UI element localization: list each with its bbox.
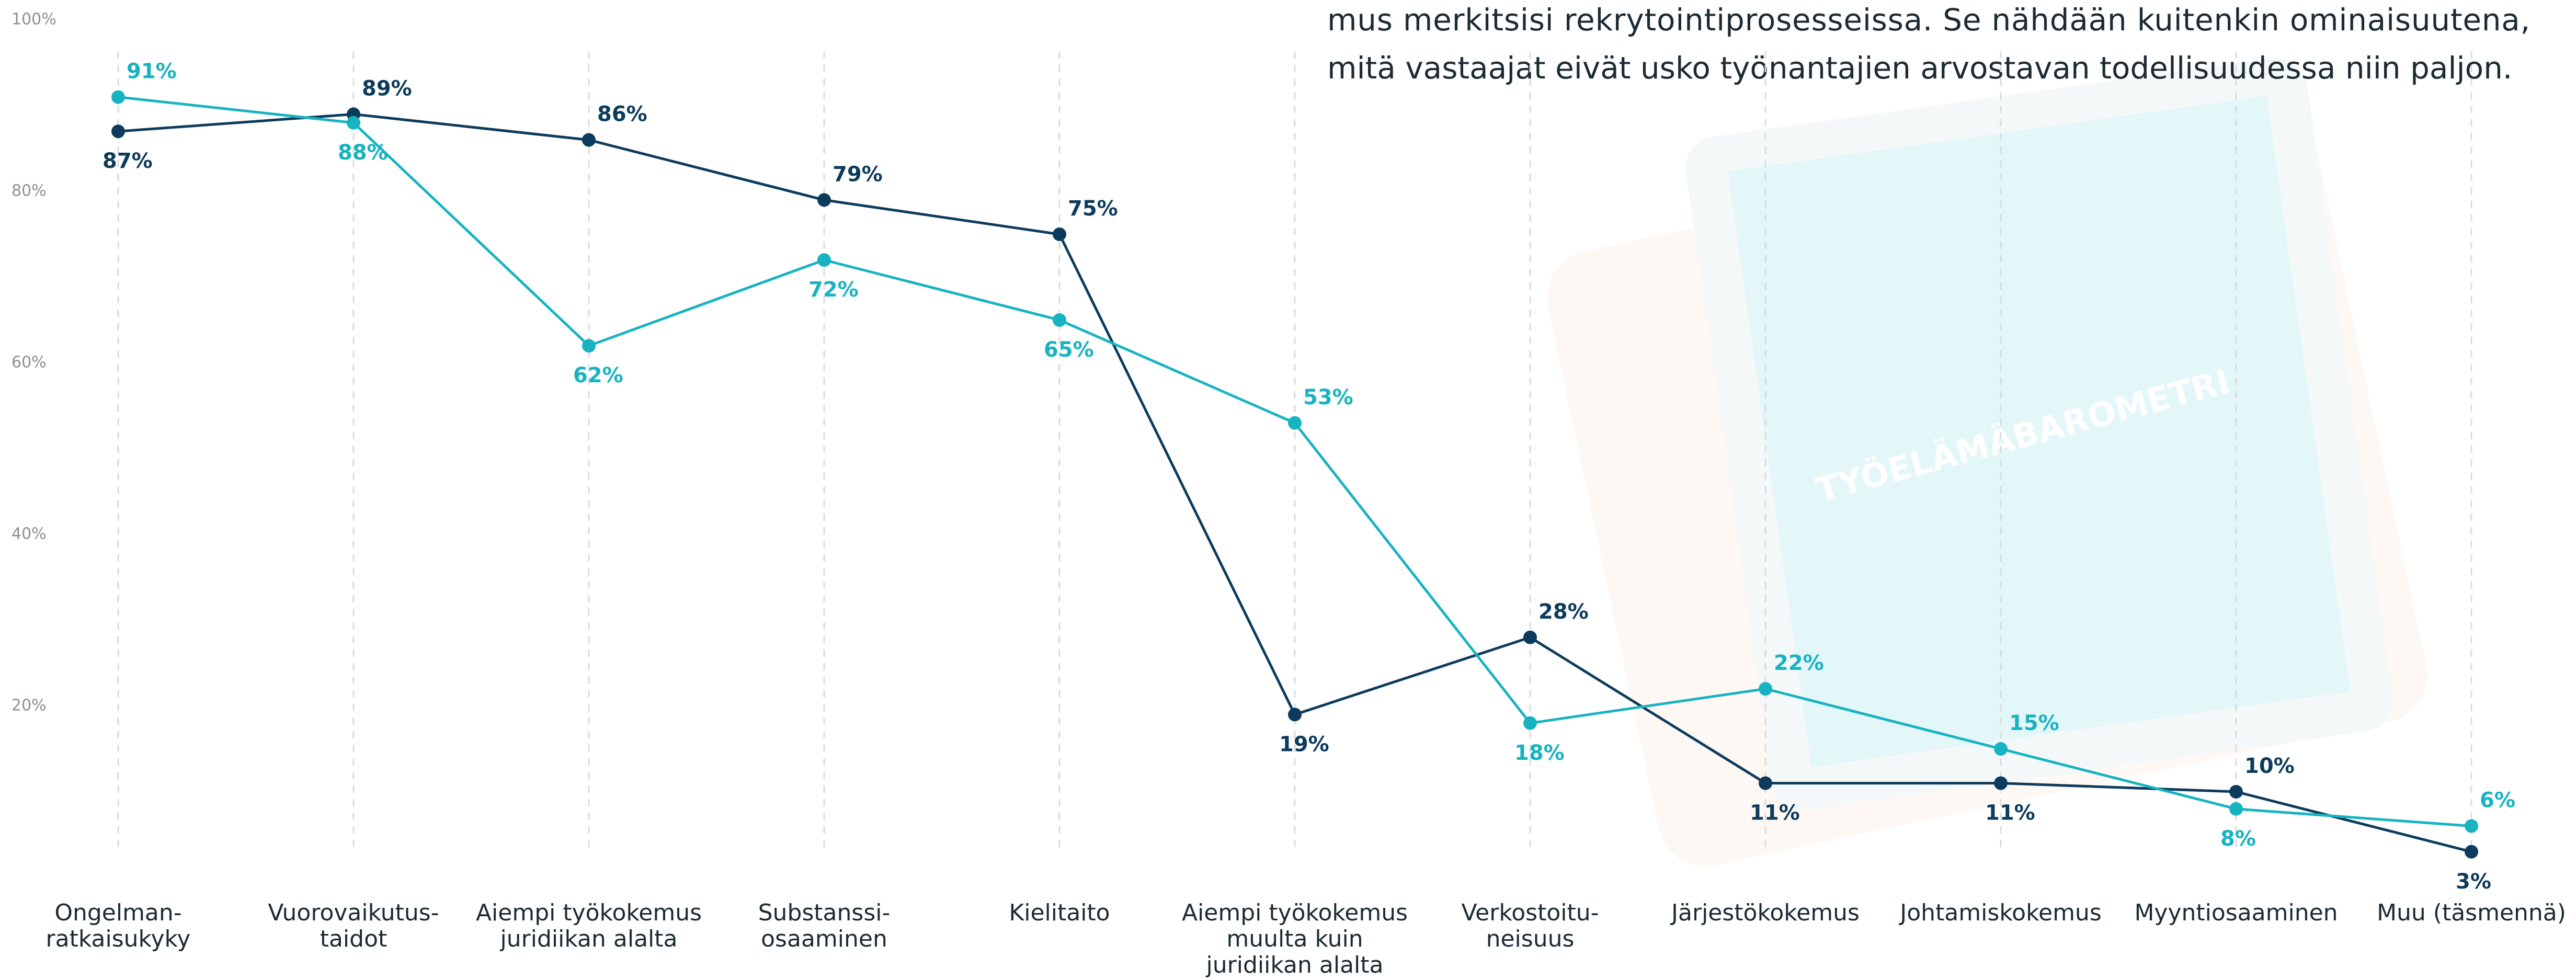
x-tick-label-line: Vuorovaikutus- [268,899,439,926]
value-label: 10% [2244,754,2295,778]
x-tick-label-line: muulta kuin [1226,926,1363,952]
data-point [817,253,831,267]
x-tick-label-line: neisuus [1486,926,1575,952]
data-point [817,193,831,207]
x-tick-label: Järjestökokemus [1670,899,1860,926]
x-tick-label-line: juridiikan alalta [500,926,678,952]
value-label: 15% [2009,711,2059,735]
data-point [582,133,596,147]
y-tick-label: 80% [12,182,47,200]
data-point [1759,777,1772,790]
y-tick-label: 60% [12,354,47,372]
x-tick-label-line: Aiempi työkokemus [476,899,702,926]
data-point [1523,631,1537,644]
data-point [2229,785,2243,799]
x-tick-label-line: taidot [320,926,387,952]
annotation-line: mitä vastaajat eivät usko työnantajien a… [1327,50,2512,86]
chart: TYÖELÄMÄBAROMETRI mus merkitsisi rekryto… [0,0,2576,980]
x-tick-label: Muu (täsmennä) [2377,899,2566,926]
x-tick-label: Johtamiskokemus [1898,899,2102,926]
data-point [1994,777,2008,790]
data-point [1053,227,1066,241]
value-label: 28% [1538,600,1589,624]
data-point [2465,845,2478,859]
x-tick-label: Substanssi-osaaminen [758,899,891,952]
x-tick-label-line: Aiempi työkokemus [1182,899,1408,926]
value-label: 3% [2456,870,2491,894]
x-tick-label: Myyntiosaaminen [2134,899,2338,926]
value-label: 88% [338,141,388,165]
data-point [582,339,596,352]
x-tick-label-line: Verkostoitu- [1461,899,1599,926]
value-label: 62% [573,363,623,388]
data-point [347,116,360,130]
x-tick-label: Vuorovaikutus-taidot [268,899,439,952]
x-tick-label-line: ratkaisukyky [46,926,191,952]
y-tick-label: 40% [12,525,47,543]
data-point [2465,819,2478,833]
data-point [1288,416,1302,430]
annotation-line: mus merkitsisi rekrytointiprosesseissa. … [1327,2,2530,38]
value-label: 53% [1303,385,1353,409]
data-point [111,90,125,104]
value-label: 19% [1279,732,1329,756]
x-tick-label-line: Järjestökokemus [1670,899,1860,926]
x-tick-label-line: Substanssi- [758,899,891,926]
value-label: 86% [597,102,647,127]
x-tick-label-line: Muu (täsmennä) [2377,899,2566,926]
x-tick-label-line: Ongelman- [54,899,181,926]
data-point [1053,313,1066,327]
x-tick-label: Ongelman-ratkaisukyky [46,899,191,952]
value-label: 18% [1514,741,1565,765]
value-label: 87% [102,149,153,173]
x-tick-label: Verkostoitu-neisuus [1461,899,1599,952]
value-label: 72% [808,278,859,302]
value-label: 65% [1044,338,1094,362]
value-label: 11% [1985,801,2035,825]
data-point [111,124,125,138]
data-point [1288,708,1302,721]
background-decoration: TYÖELÄMÄBAROMETRI [1538,54,2436,875]
data-point [1759,682,1772,696]
x-tick-label: Kielitaito [1009,899,1110,926]
y-tick-label: 20% [12,697,47,715]
value-label: 6% [2480,789,2515,813]
data-point [1523,716,1537,730]
x-tick-label-line: Kielitaito [1009,899,1110,926]
value-label: 89% [362,76,412,100]
x-tick-label-line: juridiikan alalta [1206,952,1384,978]
value-label: 11% [1750,801,1800,825]
data-point [1994,742,2008,756]
x-tick-label-line: Myyntiosaaminen [2134,899,2338,926]
value-label: 79% [833,162,883,186]
data-point [2229,802,2243,816]
x-tick-label-line: Johtamiskokemus [1898,899,2102,926]
value-label: 75% [1068,197,1118,221]
x-tick-label-line: osaaminen [761,926,887,952]
value-label: 22% [1774,651,1824,675]
page: {"chart_data": {"type": "line", "annotat… [0,0,2576,980]
y-tick-label: 100% [12,10,56,29]
value-label: 91% [127,60,177,84]
value-label: 8% [2220,827,2256,851]
